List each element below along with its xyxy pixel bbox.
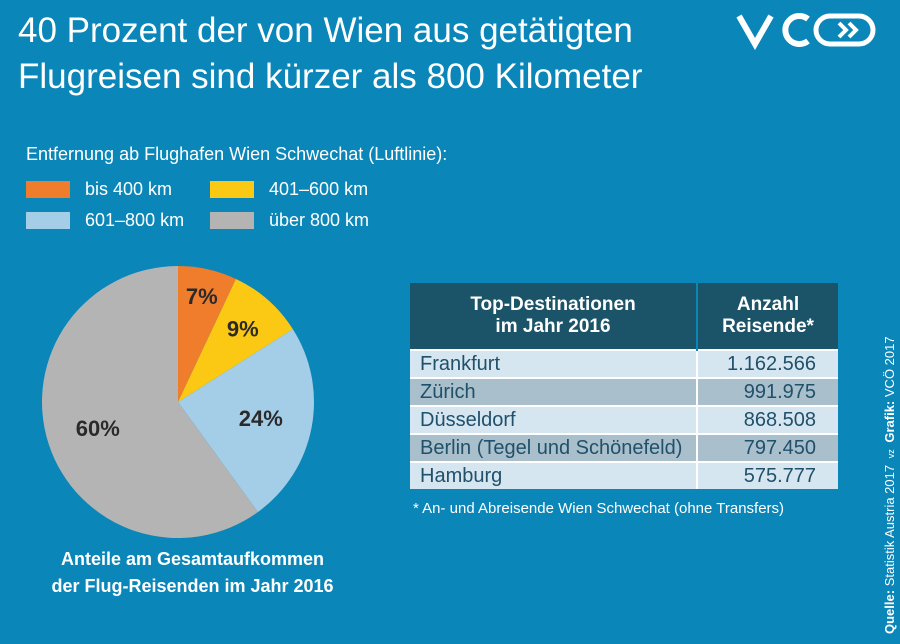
- pie-slice-label: 7%: [186, 284, 218, 309]
- graphic-text: VCÖ 2017: [882, 336, 897, 398]
- source-text: Statistik Austria 2017: [882, 464, 897, 587]
- pie-chart: 7% 9% 24% 60%: [41, 266, 315, 538]
- pie-slice-label: 60%: [76, 416, 120, 441]
- pie-slice: [178, 329, 315, 513]
- legend-item-ueber-800: über 800 km: [210, 209, 369, 231]
- table-row: Zürich 991.975: [410, 377, 838, 406]
- table-row: Berlin (Tegel und Schönefeld) 797.450: [410, 433, 838, 462]
- table-row: Frankfurt 1.162.566: [410, 349, 838, 378]
- legend-swatch: [26, 180, 70, 198]
- table-row: Düsseldorf 868.508: [410, 405, 838, 434]
- graphic-label: Grafik:: [882, 400, 897, 443]
- pie-caption-line-2: der Flug-Reisenden im Jahr 2016: [51, 576, 334, 596]
- pie-slice: [178, 278, 293, 402]
- legend-swatch: [210, 211, 254, 229]
- destination-name: Düsseldorf: [410, 405, 697, 434]
- page-title: 40 Prozent der von Wien aus getätigten F…: [18, 8, 738, 100]
- legend-label: 601–800 km: [85, 209, 185, 230]
- passenger-count: 797.450: [696, 433, 838, 462]
- table-footnote: * An- und Abreisende Wien Schwechat (ohn…: [413, 500, 785, 517]
- legend-title: Entfernung ab Flughafen Wien Schwechat (…: [26, 144, 448, 164]
- source-abbr: vz: [886, 449, 896, 459]
- pie-caption: Anteile am Gesamtaufkommen der Flug-Reis…: [20, 546, 365, 600]
- pie-caption-line-1: Anteile am Gesamtaufkommen: [60, 549, 325, 569]
- legend-item-601-800: 601–800 km: [26, 209, 184, 231]
- passenger-count: 1.162.566: [696, 349, 838, 378]
- legend-item-bis-400: bis 400 km: [26, 178, 172, 200]
- header-destinations: Top-Destinationen im Jahr 2016: [410, 283, 697, 350]
- table-row: Hamburg 575.777: [410, 461, 838, 489]
- legend-label: 401–600 km: [269, 178, 369, 199]
- legend-swatch: [210, 180, 254, 198]
- pie-slice-label: 9%: [227, 317, 259, 342]
- passenger-count: 575.777: [696, 461, 838, 489]
- legend-label: bis 400 km: [85, 178, 173, 199]
- source-label: Quelle:: [882, 589, 897, 634]
- header-passengers-line-2: Reisende*: [722, 316, 814, 337]
- legend-item-401-600: 401–600 km: [210, 178, 368, 200]
- title-line-2: Flugreisen sind kürzer als 800 Kilometer: [18, 57, 643, 96]
- title-line-1: 40 Prozent der von Wien aus getätigten: [18, 11, 633, 50]
- legend-label: über 800 km: [269, 209, 370, 230]
- destination-name: Frankfurt: [410, 349, 697, 378]
- destination-name: Hamburg: [410, 461, 697, 489]
- destination-name: Zürich: [410, 377, 697, 406]
- header-passengers-line-1: Anzahl: [736, 294, 800, 315]
- header-passengers: Anzahl Reisende*: [696, 283, 838, 350]
- header-destinations-line-1: Top-Destinationen: [470, 294, 636, 315]
- pie-slice: [41, 266, 258, 538]
- vco-logo-icon: [736, 13, 876, 50]
- passenger-count: 868.508: [696, 405, 838, 434]
- destination-name: Berlin (Tegel und Schönefeld): [410, 433, 697, 462]
- header-destinations-line-2: im Jahr 2016: [495, 316, 611, 337]
- destinations-table: Top-Destinationen im Jahr 2016 Anzahl Re…: [410, 283, 838, 489]
- passenger-count: 991.975: [696, 377, 838, 406]
- table-header-row: Top-Destinationen im Jahr 2016 Anzahl Re…: [410, 283, 838, 350]
- legend-swatch: [26, 211, 70, 229]
- source-credit: Quelle: Statistik Austria 2017 vz Grafik…: [882, 336, 897, 634]
- pie-slice-label: 24%: [239, 406, 283, 431]
- pie-slice: [178, 266, 236, 402]
